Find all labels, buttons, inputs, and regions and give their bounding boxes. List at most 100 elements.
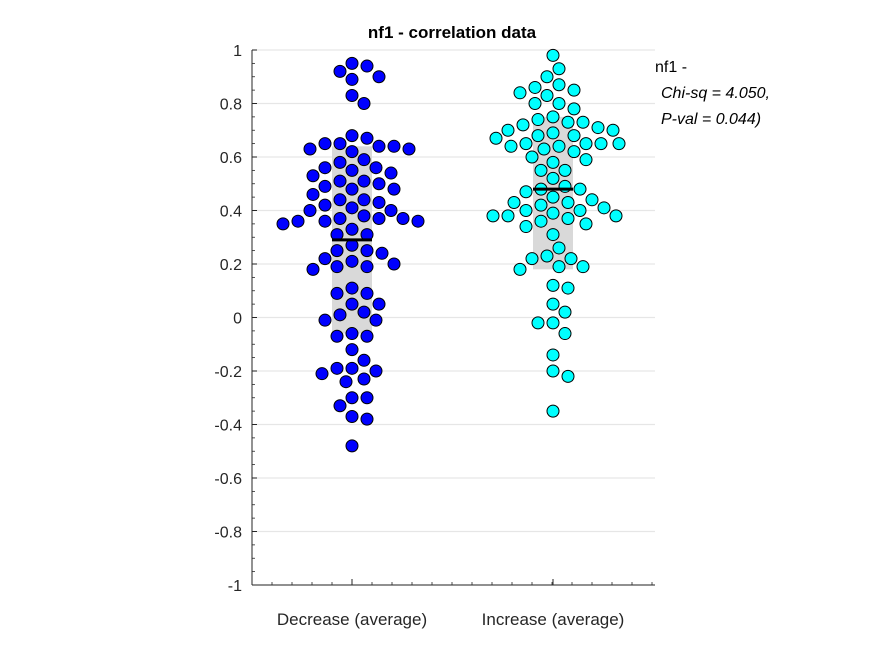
data-point (333, 399, 347, 413)
data-point (360, 260, 374, 274)
data-point (318, 198, 332, 212)
data-point (534, 214, 548, 228)
data-point (564, 252, 578, 266)
data-point (345, 361, 359, 375)
data-point (345, 391, 359, 405)
data-point (369, 364, 383, 378)
data-point (546, 364, 560, 378)
data-point (531, 129, 545, 143)
data-point (303, 204, 317, 217)
data-point (306, 169, 320, 183)
data-point (540, 249, 554, 263)
data-point (315, 367, 329, 381)
data-point (345, 129, 359, 143)
annotation-line-2: Chi-sq = 4.050, (661, 85, 770, 102)
data-point (357, 193, 371, 207)
data-point (306, 262, 320, 276)
data-point (552, 78, 566, 92)
data-point (345, 409, 359, 423)
data-point (345, 56, 359, 70)
data-point (552, 62, 566, 76)
data-point (345, 254, 359, 268)
data-point (345, 145, 359, 159)
data-point (561, 369, 575, 383)
x-category-label: Increase (average) (482, 610, 625, 629)
data-point (360, 391, 374, 405)
data-point (330, 260, 344, 274)
data-point (372, 297, 386, 311)
data-point (537, 142, 551, 156)
data-point (540, 88, 554, 102)
data-point (357, 97, 371, 110)
data-point (345, 343, 359, 357)
data-point (369, 313, 383, 327)
data-point (552, 97, 566, 110)
data-point (519, 185, 533, 199)
data-point (546, 171, 560, 185)
data-point (501, 123, 515, 137)
data-point (546, 348, 560, 362)
data-point (561, 281, 575, 295)
data-point (540, 70, 554, 84)
y-tick-label: -0.2 (214, 364, 242, 381)
data-point (387, 139, 401, 153)
data-point (357, 353, 371, 367)
data-point (546, 190, 560, 204)
data-point (546, 404, 560, 418)
y-tick-label: -0.8 (214, 525, 242, 542)
data-point (591, 121, 605, 135)
data-point (546, 278, 560, 292)
data-point (567, 83, 581, 97)
data-point (519, 137, 533, 151)
data-point (546, 316, 560, 330)
data-point (303, 142, 317, 156)
data-point (561, 212, 575, 226)
y-tick-label: 0.4 (220, 204, 242, 221)
data-point (507, 195, 521, 209)
data-point (552, 241, 566, 255)
data-point (333, 212, 347, 226)
y-tick-label: 0 (233, 311, 242, 328)
data-point (579, 217, 593, 231)
data-point (558, 305, 572, 319)
data-point (333, 193, 347, 207)
data-point (558, 179, 572, 193)
data-point (576, 115, 590, 129)
data-point (567, 102, 581, 116)
data-point (546, 155, 560, 169)
data-point (387, 182, 401, 196)
data-point (345, 201, 359, 215)
data-point (384, 204, 398, 217)
annotation-line-3: P-val = 0.044) (661, 111, 761, 128)
data-point (345, 88, 359, 102)
data-point (387, 257, 401, 271)
data-point (360, 329, 374, 343)
data-point (528, 97, 542, 110)
data-point (330, 244, 344, 258)
data-point (306, 187, 320, 201)
data-point (525, 252, 539, 266)
y-tick-label: 1 (233, 43, 242, 60)
data-point (345, 72, 359, 86)
y-tick-label: -0.4 (214, 418, 242, 435)
data-point (345, 281, 359, 295)
data-point (333, 155, 347, 169)
data-point (276, 217, 290, 231)
mean-lines (332, 187, 573, 242)
data-point (546, 126, 560, 140)
data-point (360, 59, 374, 73)
data-point (345, 222, 359, 236)
data-point (345, 327, 359, 341)
data-point (375, 246, 389, 260)
data-point (504, 139, 518, 153)
data-point (333, 137, 347, 151)
data-point (513, 86, 527, 100)
data-point (372, 195, 386, 209)
y-tick-label: -1 (228, 578, 242, 595)
data-point (573, 182, 587, 196)
annotation-line-1: nf1 - (655, 59, 687, 76)
data-point (318, 179, 332, 193)
data-point (357, 209, 371, 223)
data-point (573, 204, 587, 217)
